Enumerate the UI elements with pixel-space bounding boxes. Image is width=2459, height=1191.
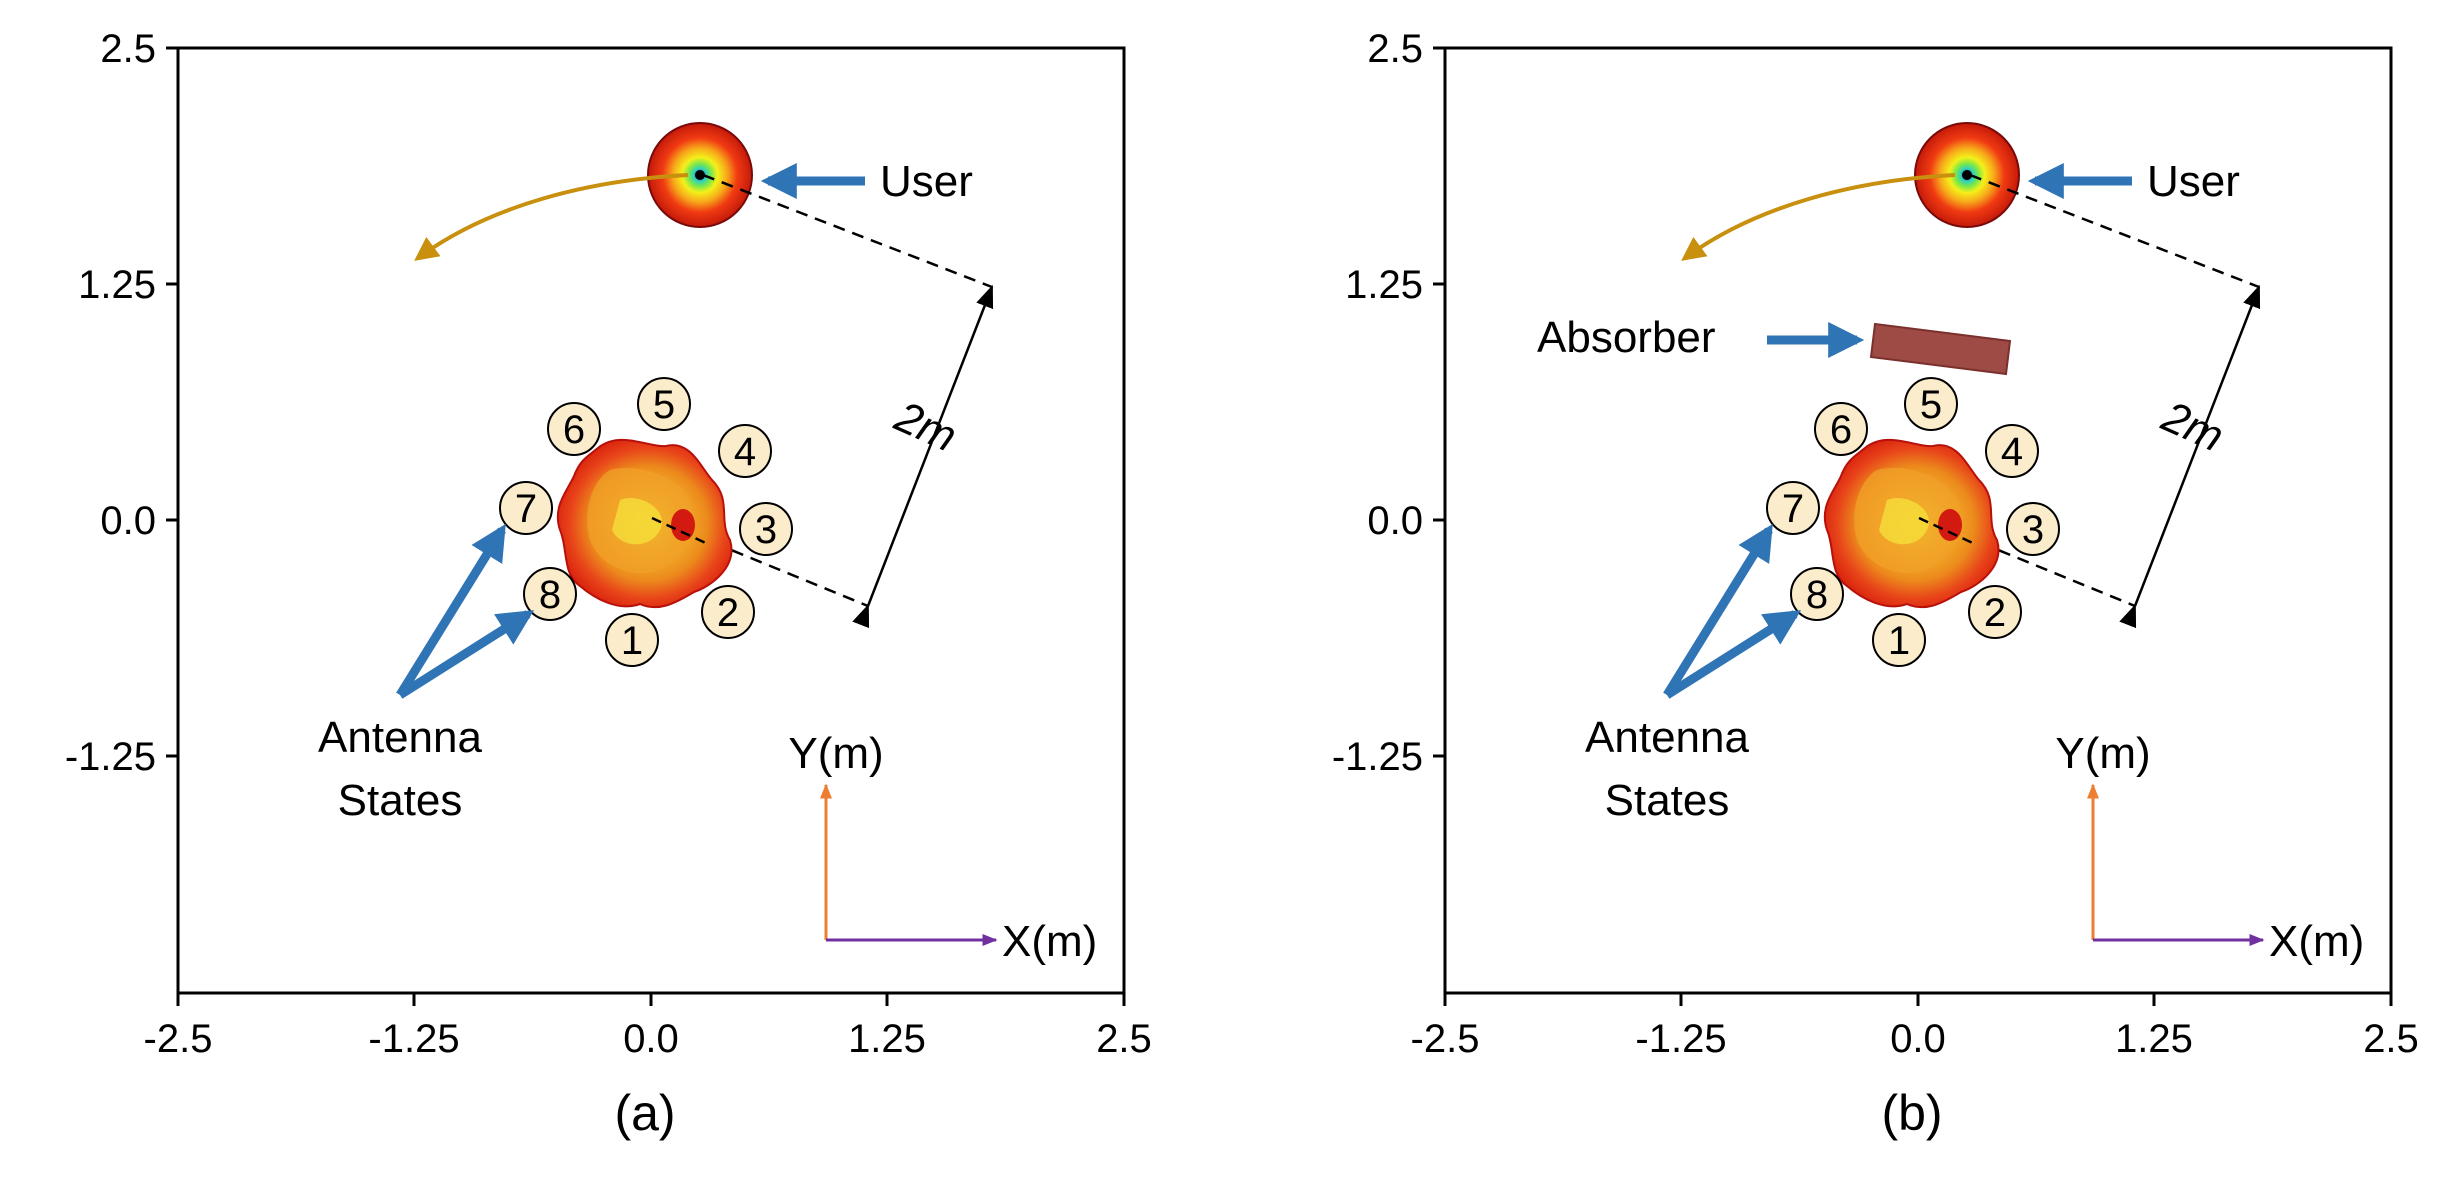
distance-dashed-bottom: [657, 518, 869, 608]
y-tick-label: 1.25: [1345, 263, 1423, 307]
svg-text:2: 2: [717, 591, 739, 635]
antenna-state-4: 4: [1985, 424, 2039, 478]
panel-caption: (a): [614, 1085, 675, 1141]
y-axis-label: Y(m): [2055, 729, 2150, 778]
antenna-states: 1 2 3 4 5 6 7 8: [1766, 377, 2060, 667]
radiation-pattern: [1823, 438, 2000, 609]
y-tick-label: 2.5: [1367, 27, 1423, 71]
svg-text:8: 8: [1806, 573, 1828, 617]
antenna-state-7: 7: [1766, 481, 1820, 535]
x-tick-label: 2.5: [2363, 1017, 2419, 1061]
antenna-arrow-lower: [1664, 610, 1802, 699]
y-ticks: 2.5 1.25 0.0 -1.25: [65, 27, 178, 779]
y-tick-label: 1.25: [78, 263, 156, 307]
antenna-arrow-lower: [397, 610, 535, 699]
panel-caption: (b): [1881, 1085, 1942, 1141]
svg-text:4: 4: [734, 430, 756, 474]
antenna-arrow-upper: [396, 523, 506, 698]
antenna-state-3: 3: [2006, 502, 2060, 556]
svg-text:7: 7: [1782, 487, 1804, 531]
panel-a: 2.5 1.25 0.0 -1.25 -2.5 -1.25 0.0 1.25 2…: [65, 27, 1152, 1141]
antenna-states: 1 2 3 4 5 6 7 8: [499, 377, 793, 667]
x-ticks: -2.5 -1.25 0.0 1.25 2.5: [1411, 993, 2419, 1061]
antenna-label-line2: States: [338, 776, 463, 825]
svg-text:2: 2: [1984, 591, 2006, 635]
antenna-arrow-upper: [1663, 523, 1773, 698]
distance-dashed-bottom: [1924, 518, 2136, 608]
distance-dashed-top: [702, 173, 993, 289]
y-tick-label: -1.25: [65, 735, 156, 779]
antenna-label-line1: Antenna: [318, 713, 482, 762]
antenna-state-6: 6: [547, 402, 601, 456]
y-axis-label: Y(m): [788, 729, 883, 778]
user-label: User: [2147, 157, 2240, 206]
svg-text:6: 6: [1830, 408, 1852, 452]
svg-text:5: 5: [1920, 383, 1942, 427]
svg-text:6: 6: [563, 408, 585, 452]
x-ticks: -2.5 -1.25 0.0 1.25 2.5: [144, 993, 1152, 1061]
antenna-state-2: 2: [701, 585, 755, 639]
user-path-arrow: [1681, 173, 1956, 261]
svg-text:3: 3: [755, 508, 777, 552]
x-axis-label: X(m): [1002, 917, 1097, 966]
user-path-arrow: [414, 173, 689, 261]
antenna-state-6: 6: [1814, 402, 1868, 456]
y-tick-label: 0.0: [1367, 499, 1423, 543]
user-marker: [1914, 122, 2020, 228]
svg-text:7: 7: [515, 487, 537, 531]
antenna-state-4: 4: [718, 424, 772, 478]
svg-text:1: 1: [621, 619, 643, 663]
x-tick-label: -1.25: [1635, 1017, 1726, 1061]
x-tick-label: 2.5: [1096, 1017, 1152, 1061]
antenna-state-1: 1: [1872, 613, 1926, 667]
user-marker: [647, 122, 753, 228]
y-tick-label: 0.0: [100, 499, 156, 543]
x-tick-label: 1.25: [848, 1017, 926, 1061]
y-ticks: 2.5 1.25 0.0 -1.25: [1332, 27, 1445, 779]
panel-b: 2.5 1.25 0.0 -1.25 -2.5 -1.25 0.0 1.25 2…: [1332, 27, 2419, 1141]
x-axis-label: X(m): [2269, 917, 2364, 966]
antenna-label-line2: States: [1605, 776, 1730, 825]
svg-text:8: 8: [539, 573, 561, 617]
antenna-state-5: 5: [637, 377, 691, 431]
x-tick-label: -2.5: [1411, 1017, 1480, 1061]
antenna-state-5: 5: [1904, 377, 1958, 431]
svg-text:5: 5: [653, 383, 675, 427]
x-tick-label: 0.0: [1890, 1017, 1946, 1061]
antenna-state-8: 8: [523, 567, 577, 621]
x-tick-label: -2.5: [144, 1017, 213, 1061]
distance-arrow: [852, 284, 994, 629]
x-tick-label: 1.25: [2115, 1017, 2193, 1061]
svg-text:4: 4: [2001, 430, 2023, 474]
absorber-label: Absorber: [1537, 313, 1716, 362]
distance-label: 2m: [887, 392, 964, 462]
distance-arrow: [2119, 284, 2261, 629]
y-tick-label: 2.5: [100, 27, 156, 71]
antenna-label-line1: Antenna: [1585, 713, 1749, 762]
antenna-state-8: 8: [1790, 567, 1844, 621]
radiation-pattern: [556, 438, 733, 609]
antenna-state-3: 3: [739, 502, 793, 556]
x-tick-label: -1.25: [368, 1017, 459, 1061]
user-label: User: [880, 157, 973, 206]
absorber-block: [1869, 322, 2012, 376]
distance-label: 2m: [2154, 392, 2231, 462]
svg-text:3: 3: [2022, 508, 2044, 552]
distance-dashed-top: [1969, 173, 2260, 289]
y-tick-label: -1.25: [1332, 735, 1423, 779]
antenna-state-7: 7: [499, 481, 553, 535]
antenna-state-1: 1: [605, 613, 659, 667]
antenna-state-2: 2: [1968, 585, 2022, 639]
svg-text:1: 1: [1888, 619, 1910, 663]
x-tick-label: 0.0: [623, 1017, 679, 1061]
